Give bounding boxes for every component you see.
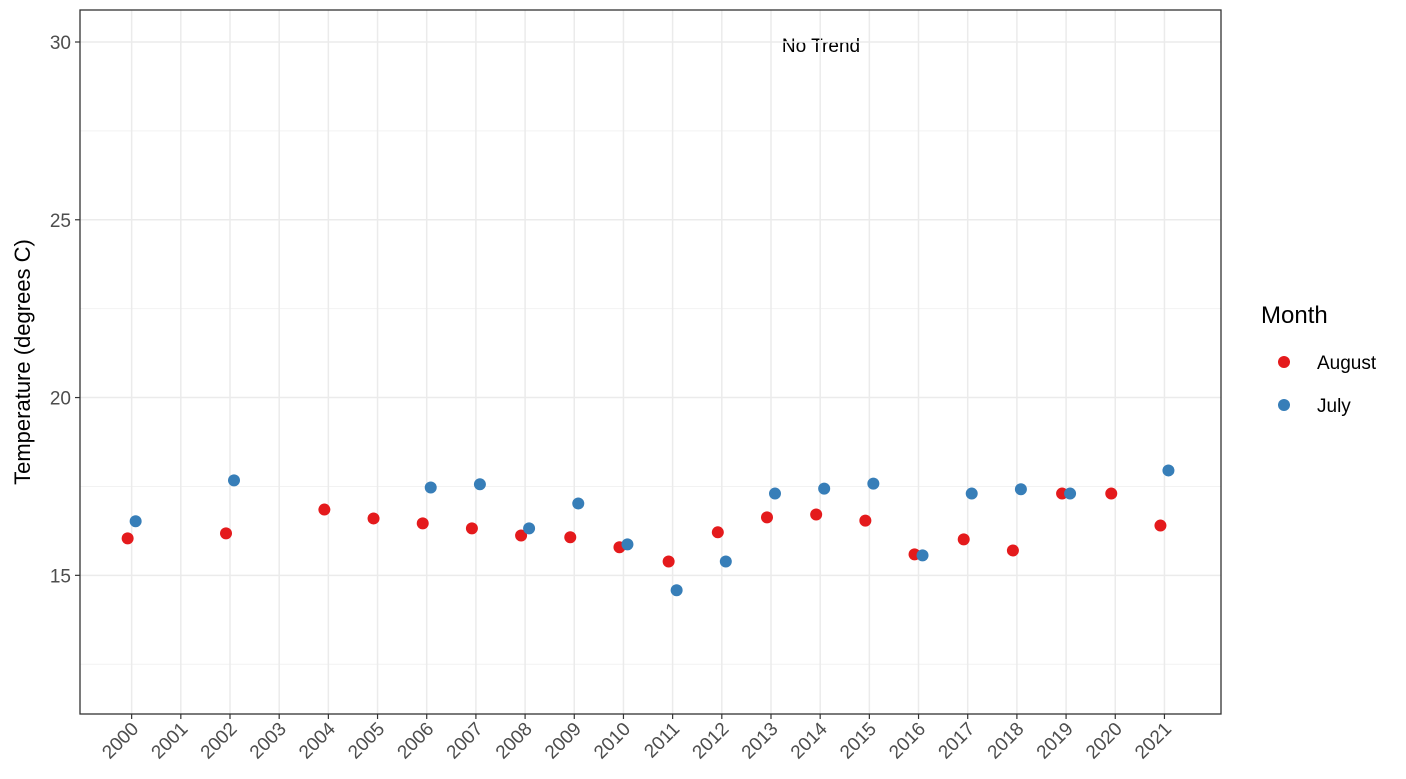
point [523,522,536,535]
point [473,478,486,491]
x-tick-label: 2012 [689,719,734,764]
point [965,487,978,500]
point [424,481,437,494]
x-tick-label: 2005 [344,719,389,764]
x-tick-label: 2006 [394,719,439,764]
x-tick-label: 2002 [197,719,242,764]
legend-label: July [1317,396,1351,417]
point [810,508,823,521]
point [416,517,429,530]
point [760,511,773,524]
point [564,531,577,544]
legend-title: Month [1261,302,1328,329]
point [711,526,724,539]
y-tick-label: 30 [50,33,71,54]
x-tick-label: 2020 [1082,719,1127,764]
point [367,512,380,525]
point [1105,487,1118,500]
x-tick-label: 2018 [984,719,1029,764]
x-tick-label: 2019 [1033,719,1078,764]
x-tick-label: 2000 [98,719,143,764]
point [1154,519,1167,532]
point [1014,483,1027,496]
annotation: No Trend [782,36,860,57]
point [121,532,134,545]
point [719,555,732,568]
point [818,482,831,495]
x-tick-label: 2021 [1131,719,1176,764]
x-tick-label: 2016 [885,719,930,764]
x-tick-label: 2004 [295,718,340,763]
x-tick-label: 2010 [590,719,635,764]
x-tick-label: 2011 [640,719,684,763]
legend-marker [1278,356,1290,368]
x-tick-label: 2008 [492,719,537,764]
legend-label: August [1317,353,1377,374]
plot-border [79,9,1222,715]
point [515,529,528,542]
point [670,584,683,597]
y-tick-label: 25 [50,211,71,232]
x-tick-label: 2007 [443,719,488,764]
point [1064,487,1077,500]
point [129,515,142,528]
point [662,555,675,568]
x-tick-label: 2015 [836,719,881,764]
y-tick-label: 15 [50,566,71,587]
point [859,514,872,527]
y-axis-title: Temperature (degrees C) [10,239,35,485]
point [957,533,970,546]
point [465,522,478,535]
point [867,477,880,490]
point [318,503,331,516]
x-tick-label: 2014 [787,718,832,763]
legend-marker [1278,399,1290,411]
x-tick-label: 2013 [738,719,783,764]
point [220,527,233,540]
point [1162,464,1175,477]
point [228,474,241,487]
x-tick-label: 2003 [246,719,291,764]
point [1006,544,1019,557]
point [768,487,781,500]
x-tick-label: 2017 [935,719,980,764]
x-tick-label: 2001 [148,719,193,764]
point [572,497,585,510]
y-tick-label: 20 [50,389,71,410]
x-tick-label: 2009 [541,719,586,764]
point [916,549,929,562]
point [621,538,634,551]
